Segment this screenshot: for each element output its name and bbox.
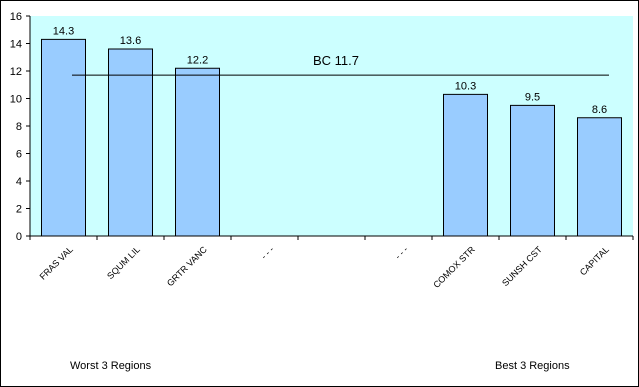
- bar: [108, 48, 153, 237]
- y-tick-label: 12: [10, 66, 22, 78]
- y-tick-label: 14: [10, 39, 22, 51]
- data-label: 10.3: [455, 80, 476, 92]
- y-ticks-group: 0 2 4 6 8 10 12 14 16: [10, 11, 30, 243]
- data-label: 13.6: [120, 35, 141, 47]
- y-tick-label: 10: [10, 94, 22, 106]
- bar: [510, 104, 555, 237]
- y-tick-label: 16: [10, 11, 22, 23]
- y-tick-label: 6: [16, 149, 22, 161]
- y-tick-label: 4: [16, 176, 22, 188]
- data-label: 8.6: [592, 104, 607, 116]
- y-tick-label: 0: [16, 231, 22, 243]
- bar: [175, 67, 220, 237]
- x-tick-label: - - -: [259, 244, 276, 261]
- worst-regions-caption: Worst 3 Regions: [70, 360, 152, 372]
- x-tick-label: FRAS VAL: [38, 244, 75, 281]
- y-tick-label: 8: [16, 121, 22, 133]
- data-label: 14.3: [53, 25, 74, 37]
- x-tick-label: SUNSH CST: [500, 244, 544, 288]
- bar: [577, 117, 622, 237]
- x-tick-label: SQUM LIL: [105, 244, 142, 281]
- x-tick-label: GRTR VANC: [165, 244, 209, 288]
- bar: [443, 93, 488, 237]
- bar: [41, 38, 86, 237]
- x-tick-label: COMOX STR: [431, 244, 477, 290]
- x-ticks-group: FRAS VAL SQUM LIL GRTR VANC - - - - - - COMOX…: [29, 236, 634, 290]
- best-regions-caption: Best 3 Regions: [495, 360, 570, 372]
- data-label: 9.5: [525, 91, 540, 103]
- reference-line-label: BC 11.7: [313, 53, 359, 68]
- x-tick-label: CAPITAL: [578, 244, 611, 277]
- data-labels-group: 14.3 13.6 12.2 10.3 9.5 8.6: [53, 25, 607, 115]
- y-tick-label: 2: [16, 204, 22, 216]
- x-tick-label: - - -: [393, 244, 410, 261]
- bars-group: [41, 38, 622, 237]
- data-label: 12.2: [187, 54, 208, 66]
